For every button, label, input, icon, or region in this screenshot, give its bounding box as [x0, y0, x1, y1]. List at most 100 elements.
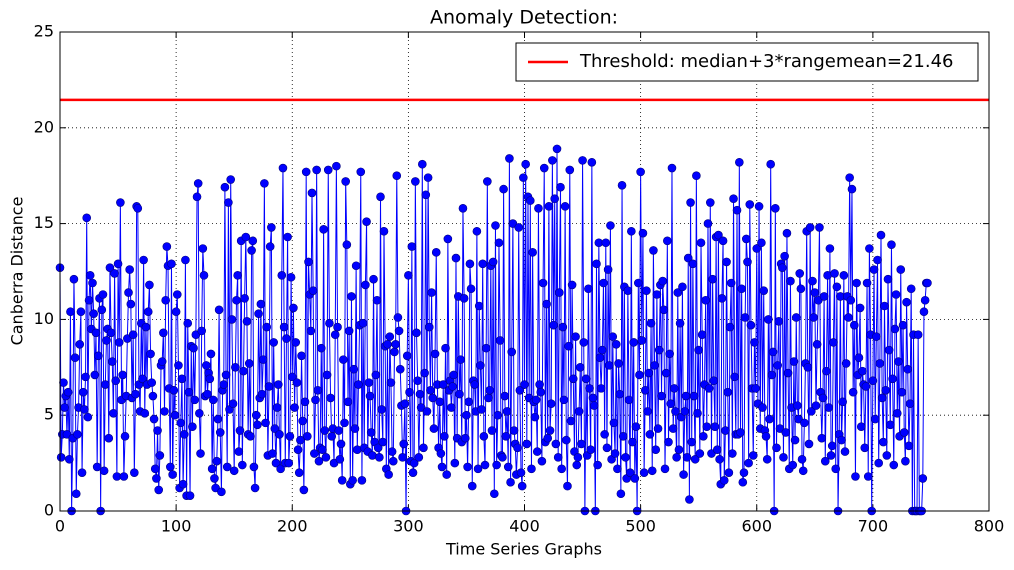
data-point — [521, 159, 530, 169]
data-point — [284, 458, 294, 468]
data-point — [559, 395, 569, 405]
data-point — [275, 430, 284, 439]
data-point — [227, 315, 237, 324]
data-point — [450, 458, 460, 468]
data-point — [730, 372, 739, 382]
data-point — [718, 236, 728, 246]
data-point — [685, 495, 694, 504]
data-point — [128, 330, 138, 340]
data-point — [919, 307, 929, 317]
data-point — [796, 284, 806, 294]
data-point — [177, 374, 187, 384]
data-point — [438, 380, 448, 389]
data-point — [77, 468, 87, 477]
data-point — [773, 361, 782, 370]
data-point — [904, 441, 914, 451]
data-point — [357, 476, 367, 485]
data-point — [704, 384, 714, 393]
data-point — [536, 387, 546, 397]
data-point — [290, 403, 299, 412]
y-axis-label: Canberra Distance — [8, 197, 27, 346]
data-point — [881, 385, 890, 395]
y-tick-label: 10 — [34, 309, 54, 328]
data-point — [506, 477, 515, 487]
data-point — [418, 159, 427, 169]
data-point — [761, 431, 771, 441]
data-point — [372, 295, 382, 305]
data-point — [829, 338, 838, 347]
data-point — [336, 439, 346, 449]
data-point — [556, 182, 565, 192]
data-point — [500, 391, 510, 401]
data-point — [587, 157, 597, 167]
data-point — [884, 345, 894, 355]
data-point — [666, 399, 676, 409]
data-point — [404, 271, 413, 280]
data-point — [616, 489, 626, 499]
data-point — [100, 380, 110, 389]
data-point — [896, 265, 906, 274]
data-point — [870, 414, 880, 424]
data-point — [208, 395, 218, 405]
data-point — [82, 213, 92, 223]
data-point — [517, 481, 527, 491]
data-point — [844, 313, 853, 322]
data-point — [499, 184, 508, 194]
data-point — [390, 347, 399, 357]
data-point — [350, 424, 360, 433]
data-point — [723, 387, 733, 397]
data-point — [728, 449, 737, 458]
data-point — [797, 454, 807, 464]
data-point — [791, 313, 801, 322]
data-point — [449, 370, 458, 380]
data-point — [663, 236, 672, 246]
data-point — [110, 269, 119, 278]
data-point — [762, 454, 772, 464]
data-point — [422, 407, 432, 416]
data-point — [515, 385, 525, 395]
data-point — [155, 451, 165, 460]
data-point — [111, 376, 121, 386]
data-point — [426, 385, 435, 395]
data-point — [190, 395, 200, 405]
data-point — [824, 403, 834, 412]
data-point — [548, 156, 557, 165]
data-point — [710, 422, 720, 431]
data-point — [283, 232, 292, 242]
data-point — [81, 372, 90, 382]
data-point — [293, 445, 303, 454]
data-point — [535, 380, 544, 389]
data-point — [460, 433, 470, 443]
data-point — [740, 313, 750, 322]
data-point — [98, 290, 108, 299]
data-point — [443, 234, 453, 244]
data-point — [402, 351, 412, 361]
data-point — [516, 468, 526, 477]
data-point — [277, 271, 287, 280]
data-point — [920, 295, 930, 305]
data-point — [837, 435, 846, 445]
data-point — [189, 343, 198, 353]
data-point — [451, 253, 461, 263]
data-point — [383, 340, 392, 349]
data-point — [239, 366, 248, 376]
data-point — [584, 284, 593, 294]
data-point — [664, 437, 673, 447]
data-point — [522, 439, 532, 449]
data-point — [752, 244, 762, 253]
data-point — [854, 353, 864, 363]
data-point — [652, 290, 662, 299]
data-point — [545, 426, 555, 435]
data-point — [873, 255, 882, 265]
data-point — [726, 278, 736, 288]
data-point — [113, 259, 123, 269]
data-point — [526, 196, 535, 205]
data-point — [642, 286, 651, 295]
data-point — [905, 399, 915, 409]
data-point — [600, 430, 609, 439]
data-point — [326, 393, 335, 403]
data-point — [808, 276, 817, 286]
data-point — [653, 424, 663, 433]
data-point — [645, 430, 655, 439]
data-point — [373, 443, 383, 453]
